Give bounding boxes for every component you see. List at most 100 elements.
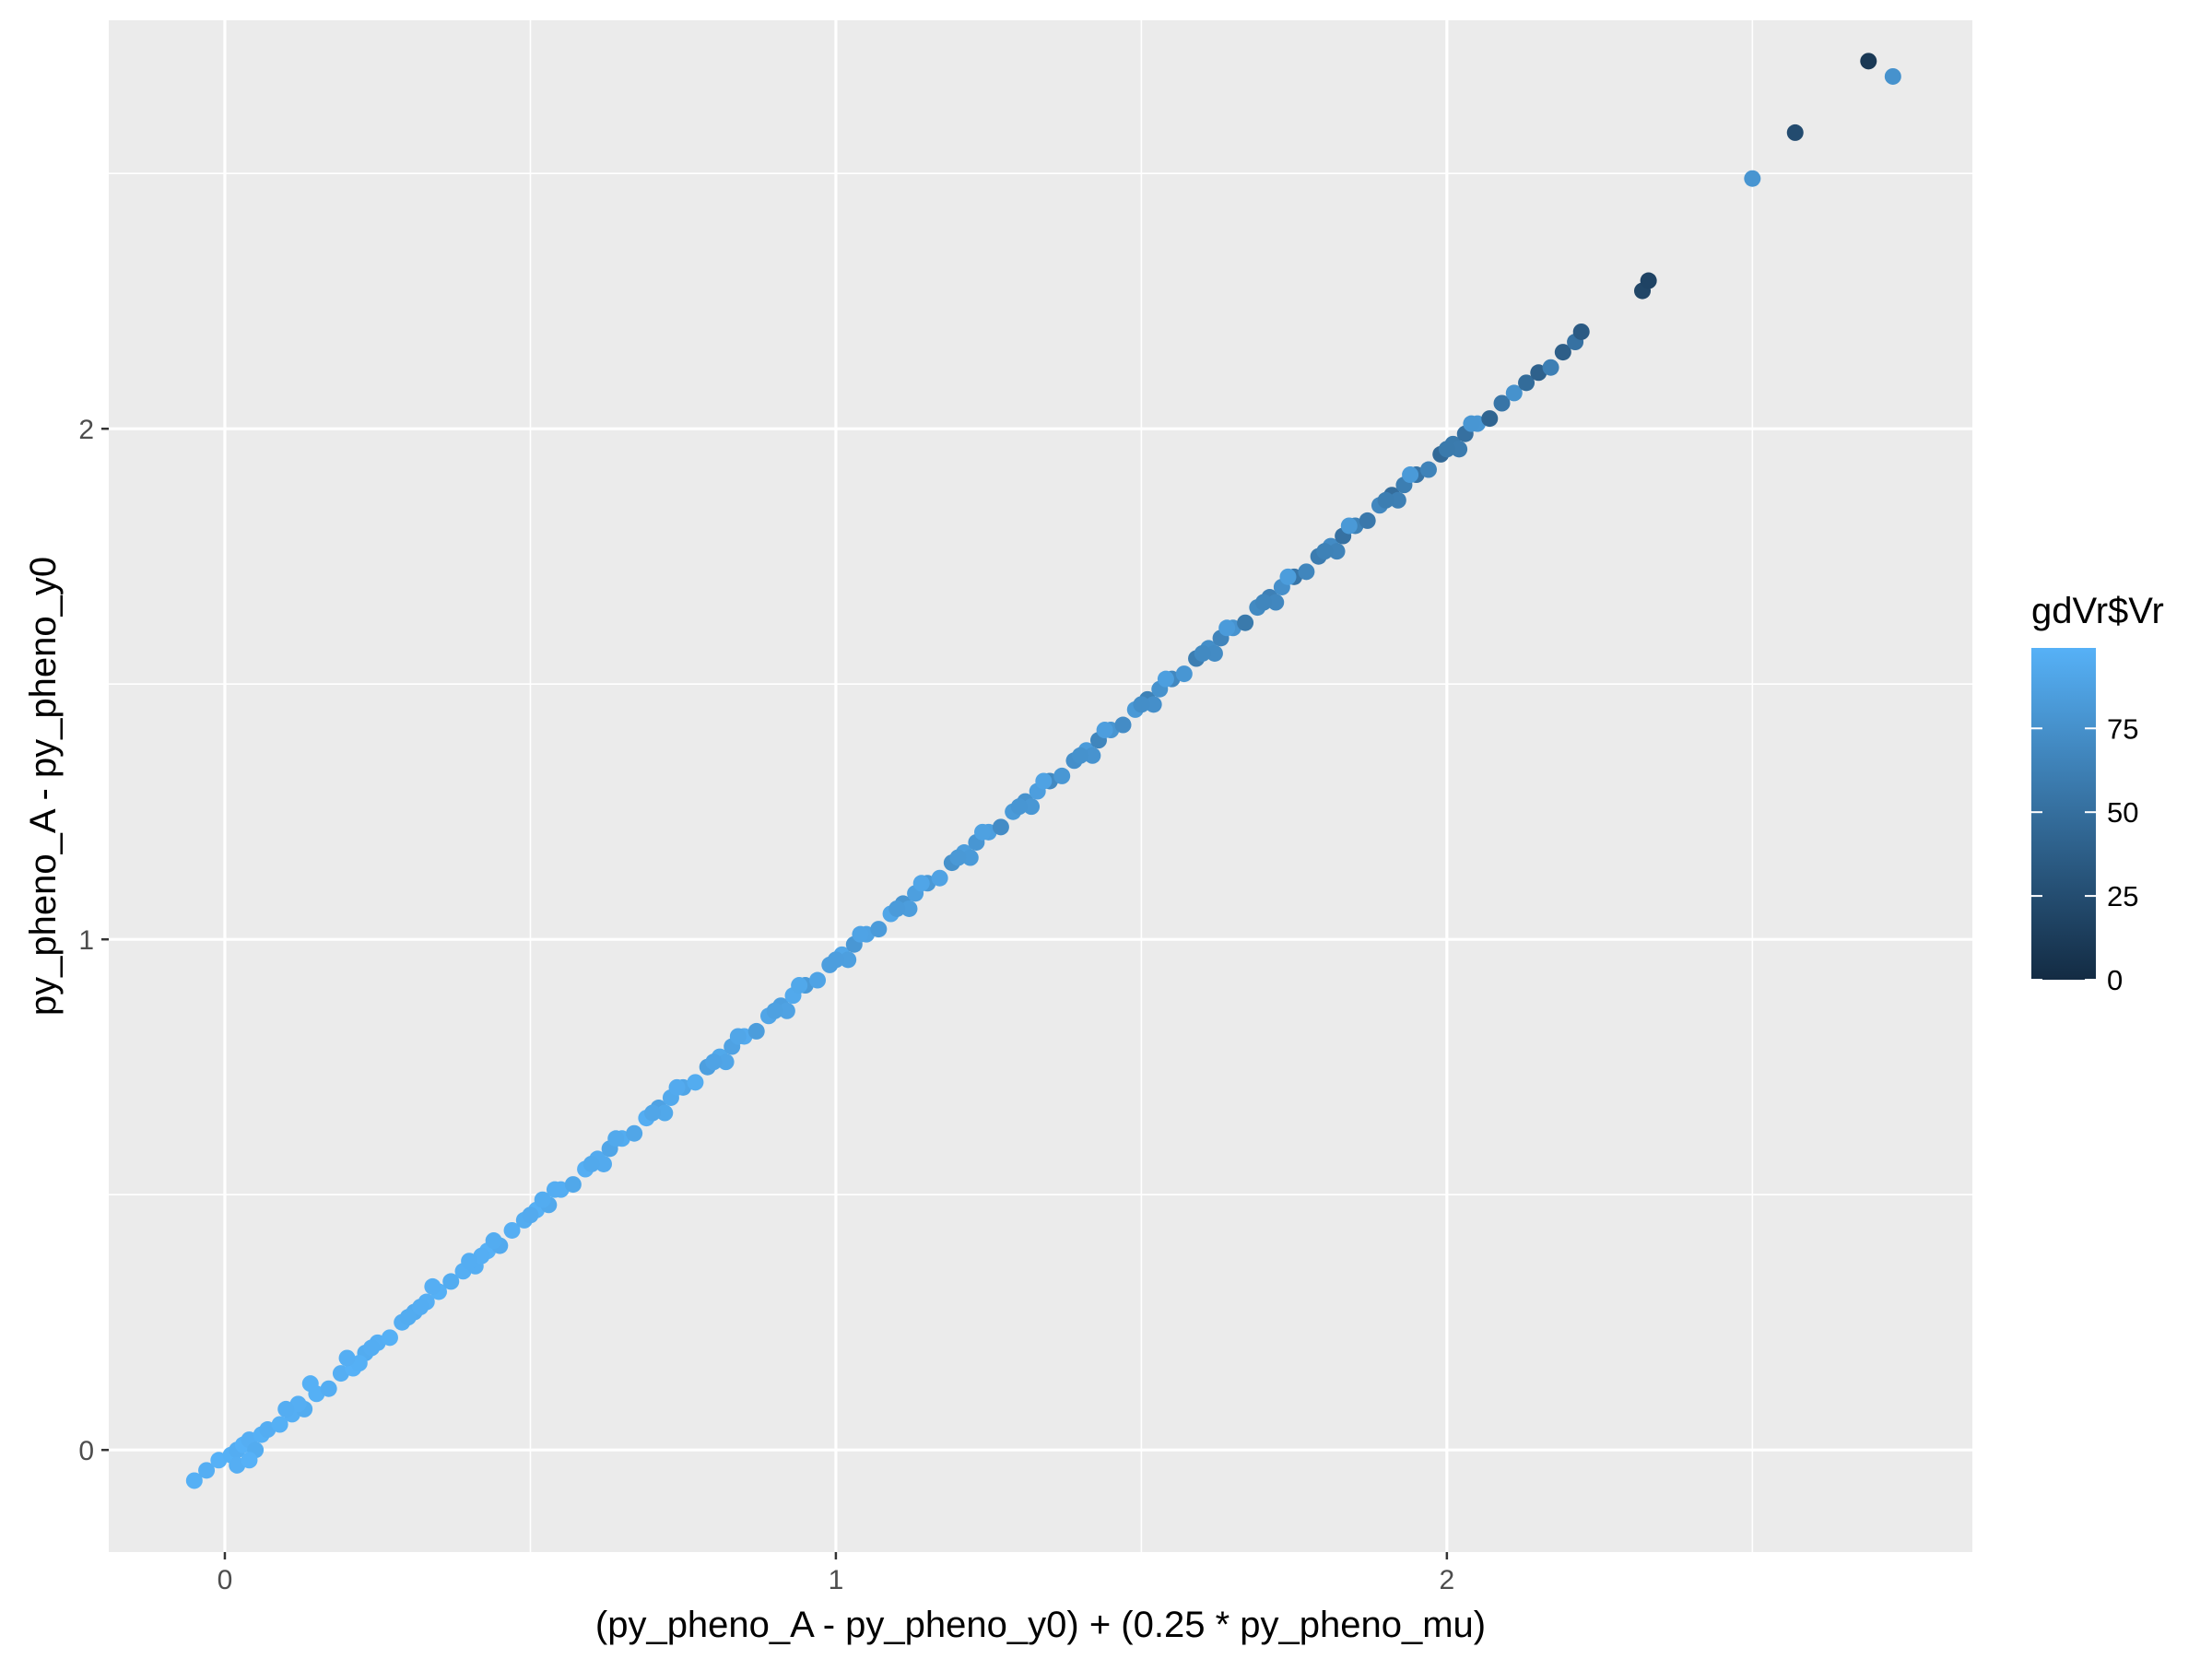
data-point xyxy=(534,1191,551,1208)
legend-title: gdVr$Vr xyxy=(2031,591,2164,631)
data-point xyxy=(840,951,857,969)
data-point xyxy=(827,951,844,969)
data-point xyxy=(705,1053,723,1071)
data-point xyxy=(301,1375,319,1393)
data-point xyxy=(992,818,1009,836)
data-point xyxy=(1419,461,1437,478)
data-point xyxy=(594,1155,612,1172)
data-point xyxy=(900,900,918,917)
data-point xyxy=(424,1277,441,1295)
data-point xyxy=(485,1232,502,1250)
x-tick-label: 0 xyxy=(218,1565,233,1595)
data-point xyxy=(399,1309,417,1326)
data-point xyxy=(1377,491,1394,509)
data-point xyxy=(1218,619,1236,637)
data-point xyxy=(1023,798,1041,816)
data-point xyxy=(1237,614,1254,631)
data-point xyxy=(381,1329,398,1347)
data-point xyxy=(1298,563,1315,581)
y-tick-label: 2 xyxy=(78,415,94,445)
data-point xyxy=(1744,170,1761,187)
data-point xyxy=(1157,670,1174,688)
data-point xyxy=(778,1002,795,1019)
data-point xyxy=(1267,594,1285,611)
data-point xyxy=(961,849,979,866)
data-point xyxy=(198,1462,216,1479)
data-point xyxy=(1072,747,1089,764)
legend-tick-label: 75 xyxy=(2107,712,2138,745)
data-point xyxy=(564,1176,582,1194)
data-point xyxy=(503,1221,521,1239)
legend-tick-label: 50 xyxy=(2107,796,2138,829)
data-point xyxy=(1451,441,1468,458)
data-point xyxy=(1493,394,1511,412)
y-axis-ticks: 0 1 2 xyxy=(78,415,109,1466)
data-point xyxy=(277,1400,295,1418)
x-tick-label: 2 xyxy=(1440,1565,1455,1595)
data-point xyxy=(338,1349,356,1367)
data-point xyxy=(1340,517,1358,535)
data-point xyxy=(461,1253,478,1270)
data-point xyxy=(442,1273,460,1290)
data-point xyxy=(931,869,948,887)
data-points xyxy=(185,53,1901,1489)
data-point xyxy=(1035,772,1053,790)
data-point xyxy=(1145,696,1162,713)
color-legend: gdVr$Vr 0 25 50 75 xyxy=(2031,591,2164,996)
data-point xyxy=(1554,344,1571,361)
data-point xyxy=(546,1181,563,1198)
data-point xyxy=(522,1206,539,1224)
y-tick-label: 0 xyxy=(78,1436,94,1466)
data-point xyxy=(912,875,930,892)
data-point xyxy=(1084,747,1101,764)
data-point xyxy=(1640,272,1657,289)
data-point xyxy=(626,1124,643,1142)
data-point xyxy=(1786,124,1804,141)
data-point xyxy=(582,1155,600,1172)
data-point xyxy=(241,1452,258,1469)
data-point xyxy=(1175,665,1193,683)
data-point xyxy=(1518,374,1535,392)
minor-grid xyxy=(109,20,1972,1552)
data-point xyxy=(747,1022,765,1040)
data-point xyxy=(412,1299,429,1316)
data-point xyxy=(1884,67,1901,85)
data-point xyxy=(1328,543,1346,560)
data-point xyxy=(668,1078,686,1096)
data-point xyxy=(644,1104,662,1122)
data-point xyxy=(717,1053,735,1071)
data-point xyxy=(1194,644,1211,662)
data-point xyxy=(1206,644,1223,662)
legend-ticks: 0 25 50 75 xyxy=(2031,712,2138,996)
x-tick-label: 1 xyxy=(829,1565,844,1595)
data-point xyxy=(974,823,992,841)
data-point xyxy=(1254,594,1272,611)
data-point xyxy=(766,1002,783,1019)
data-point xyxy=(949,849,967,866)
data-point xyxy=(1438,441,1455,458)
data-point xyxy=(320,1380,337,1397)
data-point xyxy=(607,1130,625,1147)
data-point xyxy=(271,1416,288,1433)
data-point xyxy=(185,1472,203,1489)
data-point xyxy=(1389,491,1406,509)
data-point xyxy=(656,1104,674,1122)
data-point xyxy=(1463,415,1480,432)
y-tick-label: 1 xyxy=(78,925,94,956)
data-point xyxy=(1542,359,1559,376)
data-point xyxy=(870,921,888,938)
data-point xyxy=(1010,798,1028,816)
data-point xyxy=(1481,410,1499,428)
data-point xyxy=(363,1339,381,1357)
data-point xyxy=(1316,543,1334,560)
data-point xyxy=(888,900,906,917)
data-point xyxy=(1133,696,1150,713)
data-point xyxy=(852,925,869,943)
data-point xyxy=(1359,512,1376,529)
legend-colorbar xyxy=(2031,648,2096,980)
data-point xyxy=(1402,466,1419,484)
data-point xyxy=(687,1074,704,1091)
y-axis-title: py_pheno_A - py_pheno_y0 xyxy=(23,557,64,1016)
major-grid xyxy=(109,20,1972,1552)
